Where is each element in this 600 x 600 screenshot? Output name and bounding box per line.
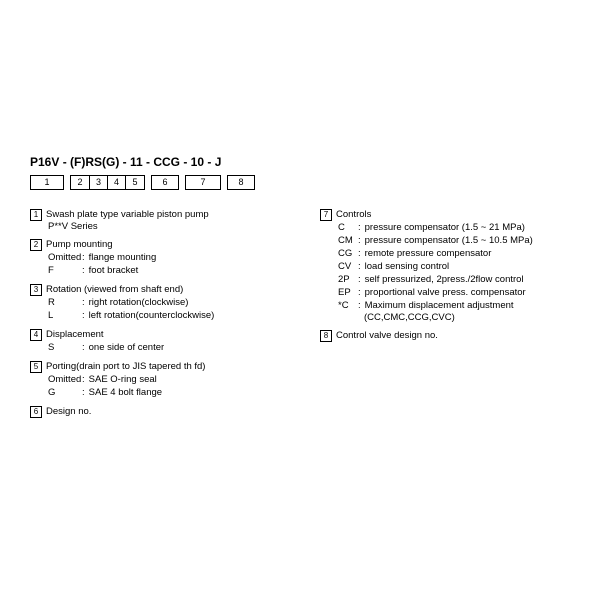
model-code-title: P16V - (F)RS(G) - 11 - CCG - 10 - J — [30, 155, 580, 169]
def-code: C — [338, 221, 358, 234]
section-head: 2 Pump mounting — [30, 238, 290, 251]
definition-row: Omitted: flange mounting — [48, 251, 290, 264]
def-sep: : — [82, 386, 85, 399]
section-head: 5 Porting(drain port to JIS tapered th fd… — [30, 360, 290, 373]
section-number-box: 5 — [30, 361, 42, 373]
def-text: one side of center — [89, 341, 165, 354]
def-sep: : — [358, 247, 361, 260]
definition-row: C: pressure compensator (1.5 ~ 21 MPa) — [338, 221, 580, 234]
definition-row: Omitted: SAE O-ring seal — [48, 373, 290, 386]
section-head: 6 Design no. — [30, 405, 290, 418]
def-text: Maximum displacement adjustment — [365, 299, 514, 312]
def-text: flange mounting — [89, 251, 157, 264]
def-text: left rotation(counterclockwise) — [89, 309, 215, 322]
box-8: 8 — [227, 175, 255, 190]
section-head: 7 Controls — [320, 208, 580, 221]
definition-list: S: one side of center — [48, 341, 290, 354]
section-number-box: 6 — [30, 406, 42, 418]
def-sep: : — [358, 273, 361, 286]
definition-list: C:pressure compensator (1.5 ~ 21 MPa)CM:… — [338, 221, 580, 312]
box-6: 6 — [151, 175, 179, 190]
def-code: F — [48, 264, 82, 277]
section-title: Design no. — [46, 405, 91, 418]
def-sep: : — [82, 341, 85, 354]
definition-row: CG: remote pressure compensator — [338, 247, 580, 260]
def-text: foot bracket — [89, 264, 139, 277]
section-title: Porting(drain port to JIS tapered th fd) — [46, 360, 205, 373]
def-code: L — [48, 309, 82, 322]
definition-row: CV: load sensing control — [338, 260, 580, 273]
section-head: 8 Control valve design no. — [320, 329, 580, 342]
def-text: pressure compensator (1.5 ~ 21 MPa) — [365, 221, 525, 234]
def-sep: : — [358, 260, 361, 273]
section-head: 3 Rotation (viewed from shaft end) — [30, 283, 290, 296]
section-number-box: 4 — [30, 329, 42, 341]
def-sep: : — [358, 234, 361, 247]
def-code: S — [48, 341, 82, 354]
def-sep: : — [358, 221, 361, 234]
section-subtitle: P**V Series — [48, 221, 290, 232]
def-text: self pressurized, 2press./2flow control — [365, 273, 524, 286]
left-column: 1 Swash plate type variable piston pumpP*… — [30, 202, 290, 418]
definition-row: CM: pressure compensator (1.5 ~ 10.5 MPa) — [338, 234, 580, 247]
definition-row: F: foot bracket — [48, 264, 290, 277]
definition-list: Omitted: flange mounting F: foot bracket — [48, 251, 290, 277]
def-text: remote pressure compensator — [365, 247, 492, 260]
section-number-box: 1 — [30, 209, 42, 221]
def-text: load sensing control — [365, 260, 450, 273]
def-sep: : — [358, 286, 361, 299]
section-head: 4 Displacement — [30, 328, 290, 341]
section-title: Displacement — [46, 328, 104, 341]
section-tail: (CC,CMC,CCG,CVC) — [364, 312, 580, 323]
def-code: Omitted — [48, 251, 82, 264]
def-sep: : — [82, 373, 85, 386]
def-sep: : — [82, 251, 85, 264]
definition-row: 2P: self pressurized, 2press./2flow contr… — [338, 273, 580, 286]
position-boxes-row: 1 2 3 4 5 6 7 8 — [30, 175, 580, 190]
def-code: CV — [338, 260, 358, 273]
def-code: EP — [338, 286, 358, 299]
def-text: SAE O-ring seal — [89, 373, 157, 386]
def-code: Omitted — [48, 373, 82, 386]
box-4: 4 — [108, 175, 126, 190]
definition-list: R: right rotation(clockwise) L: left rotati… — [48, 296, 290, 322]
section-title: Controls — [336, 208, 371, 221]
def-code: CM — [338, 234, 358, 247]
def-text: SAE 4 bolt flange — [89, 386, 162, 399]
section-number-box: 3 — [30, 284, 42, 296]
definition-row: EP: proportional valve press. compensator — [338, 286, 580, 299]
box-5: 5 — [126, 175, 145, 190]
def-sep: : — [82, 309, 85, 322]
def-text: proportional valve press. compensator — [365, 286, 526, 299]
definition-row: G: SAE 4 bolt flange — [48, 386, 290, 399]
box-2: 2 — [70, 175, 90, 190]
section-number-box: 2 — [30, 239, 42, 251]
definition-row: S: one side of center — [48, 341, 290, 354]
box-7: 7 — [185, 175, 221, 190]
definition-row: L: left rotation(counterclockwise) — [48, 309, 290, 322]
def-code: 2P — [338, 273, 358, 286]
section-title: Control valve design no. — [336, 329, 438, 342]
right-column: 7 ControlsC: pressure compensator (1.5 ~ 2… — [320, 202, 580, 418]
section-number-box: 8 — [320, 330, 332, 342]
def-sep: : — [358, 299, 361, 312]
def-sep: : — [82, 296, 85, 309]
def-code: R — [48, 296, 82, 309]
definition-list: Omitted: SAE O-ring seal G: SAE 4 bolt flan… — [48, 373, 290, 399]
definition-row: R: right rotation(clockwise) — [48, 296, 290, 309]
box-1: 1 — [30, 175, 64, 190]
def-code: G — [48, 386, 82, 399]
def-code: *C — [338, 299, 358, 312]
definition-row: *C: Maximum displacement adjustment — [338, 299, 580, 312]
def-sep: : — [82, 264, 85, 277]
box-3: 3 — [90, 175, 108, 190]
def-text: pressure compensator (1.5 ~ 10.5 MPa) — [365, 234, 533, 247]
def-text: right rotation(clockwise) — [89, 296, 189, 309]
section-title: Swash plate type variable piston pump — [46, 208, 209, 221]
section-title: Rotation (viewed from shaft end) — [46, 283, 183, 296]
def-code: CG — [338, 247, 358, 260]
section-head: 1 Swash plate type variable piston pump — [30, 208, 290, 221]
section-title: Pump mounting — [46, 238, 113, 251]
section-number-box: 7 — [320, 209, 332, 221]
